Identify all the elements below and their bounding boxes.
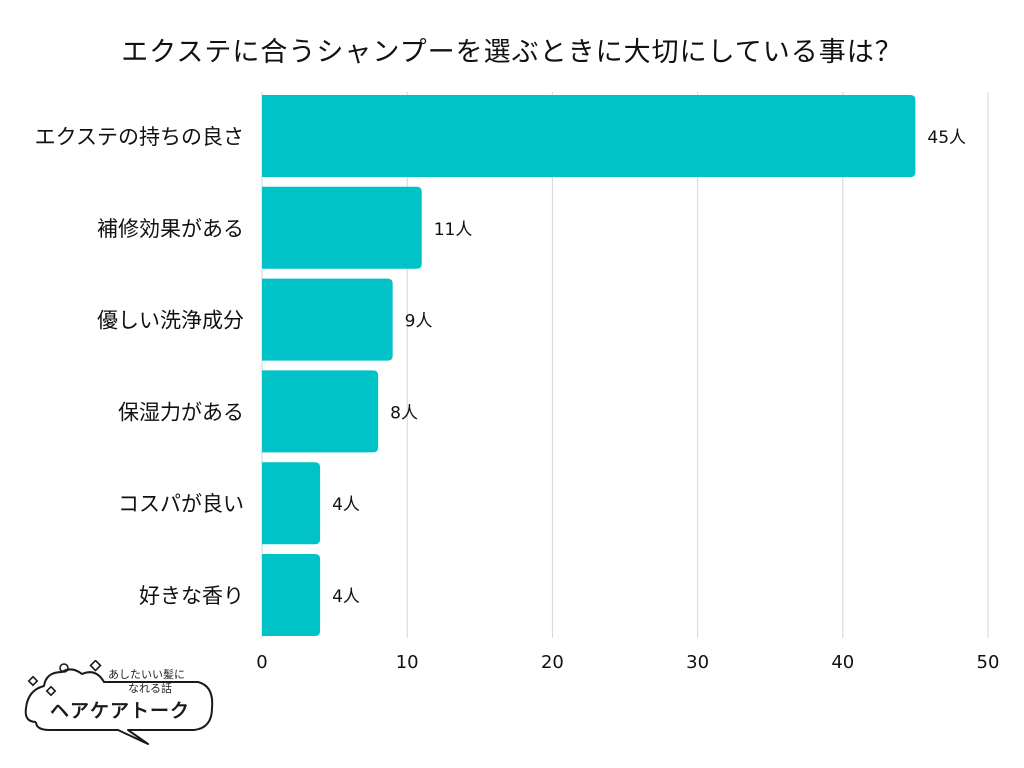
bar bbox=[262, 278, 393, 361]
category-label: 保湿力がある bbox=[118, 400, 244, 424]
category-label: 好きな香り bbox=[139, 584, 244, 608]
data-label: 4人 bbox=[332, 587, 360, 607]
category-label: コスパが良い bbox=[118, 492, 244, 516]
bar bbox=[262, 370, 379, 453]
bar bbox=[262, 186, 422, 269]
x-tick-label: 50 bbox=[977, 652, 1000, 673]
data-label: 4人 bbox=[332, 495, 360, 515]
grid-lines bbox=[261, 92, 989, 638]
category-label: エクステの持ちの良さ bbox=[35, 125, 244, 149]
bars bbox=[262, 95, 916, 636]
data-label: 8人 bbox=[390, 403, 418, 423]
x-tick-label: 10 bbox=[396, 652, 419, 673]
x-tick-label: 20 bbox=[541, 652, 564, 673]
category-label: 優しい洗浄成分 bbox=[97, 309, 244, 333]
x-tick-label: 40 bbox=[831, 652, 854, 673]
logo-tagline: あしたいい髪に なれる話 bbox=[108, 668, 198, 696]
chart-title: エクステに合うシャンプーを選ぶときに大切にしている事は？ bbox=[121, 37, 903, 68]
bar bbox=[262, 95, 916, 177]
bar bbox=[262, 554, 321, 636]
x-tick-label: 0 bbox=[256, 652, 267, 673]
logo-name: ヘアケアトーク bbox=[49, 700, 190, 722]
brand-logo: あしたいい髪に なれる話 ヘアケアトーク bbox=[22, 660, 222, 750]
data-label: 11人 bbox=[434, 220, 473, 240]
category-label: 補修効果がある bbox=[97, 217, 244, 241]
logo-tagline-line2: なれる話 bbox=[128, 682, 172, 695]
data-label: 45人 bbox=[927, 128, 966, 148]
x-tick-label: 30 bbox=[686, 652, 709, 673]
logo-tagline-line1: あしたいい髪に bbox=[108, 668, 185, 681]
logo-bubble-icon bbox=[24, 660, 214, 745]
bar bbox=[262, 462, 321, 545]
data-label: 9人 bbox=[405, 312, 433, 332]
